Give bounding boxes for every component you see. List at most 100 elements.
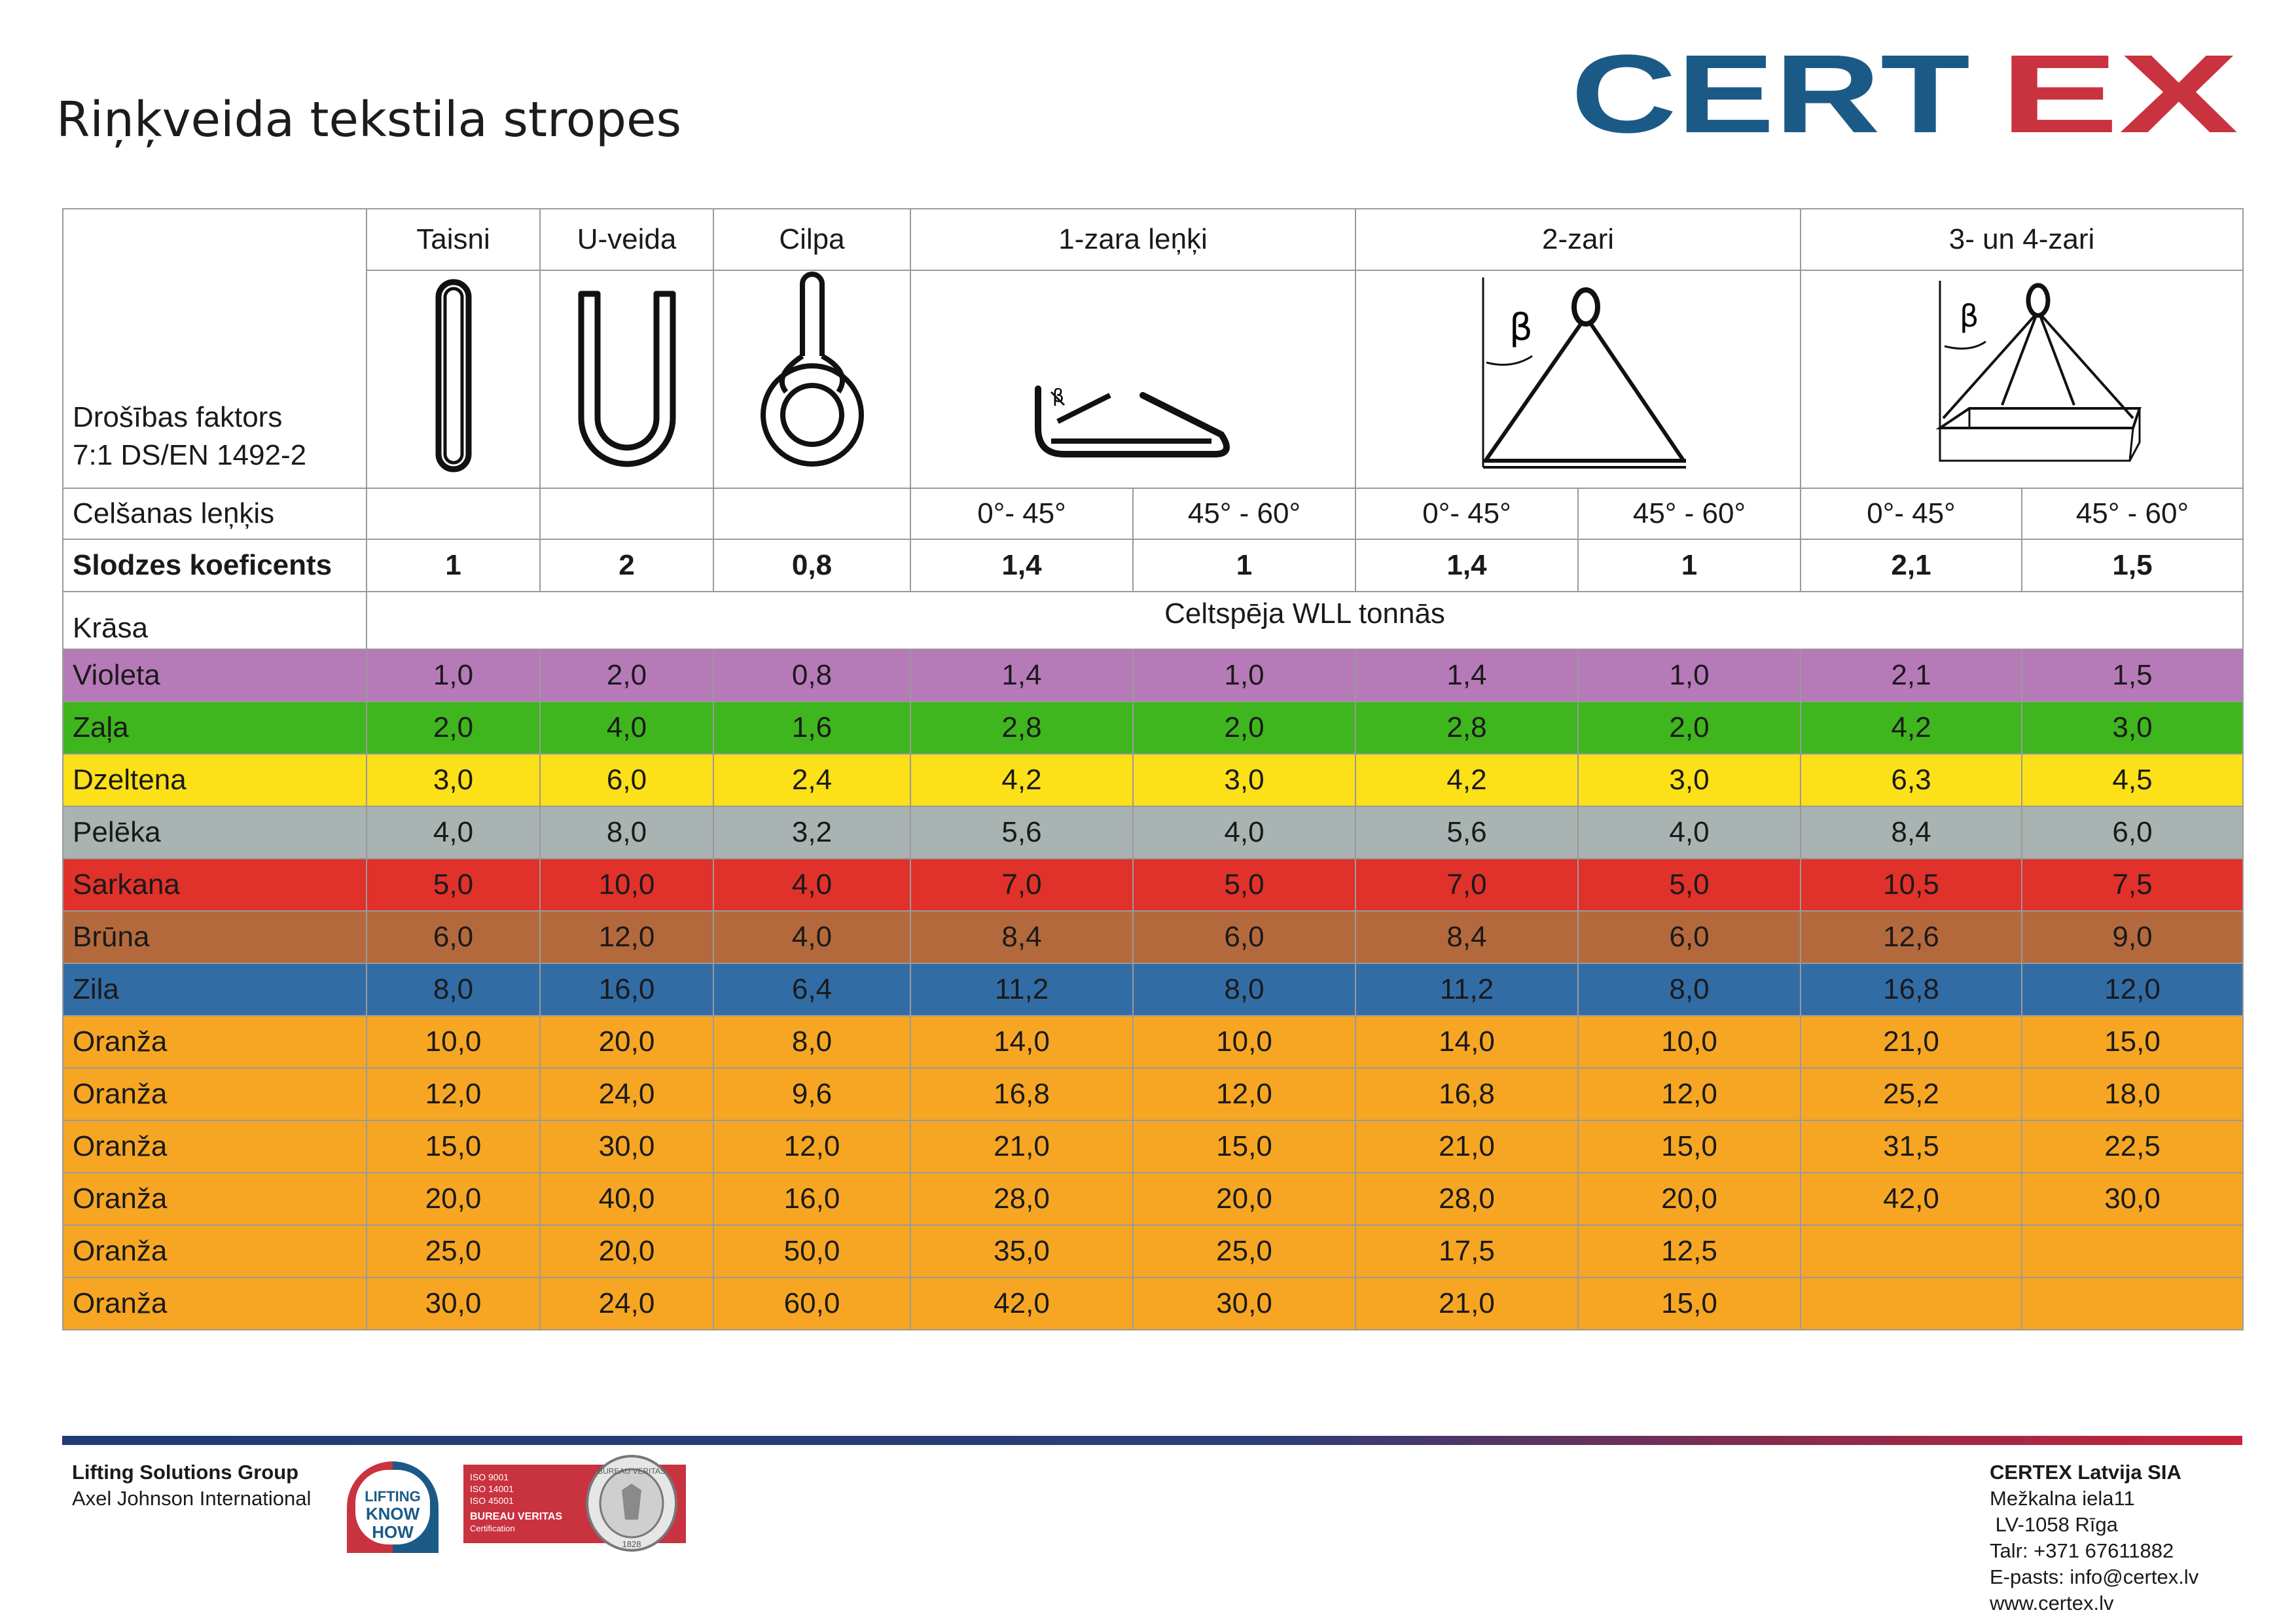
wll-cell: 4,2 bbox=[1355, 753, 1579, 807]
wll-cell: 35,0 bbox=[910, 1224, 1134, 1278]
wll-cell: 3,0 bbox=[2020, 701, 2244, 755]
wll-cell: 20,0 bbox=[539, 1224, 714, 1278]
lifting-know-how-badge: LIFTING KNOW HOW bbox=[347, 1461, 439, 1553]
wll-cell: 6,0 bbox=[1132, 910, 1356, 964]
wll-cell: 5,0 bbox=[1577, 858, 1801, 912]
table-row: Zila 8,0 16,0 6,4 11,2 8,0 11,2 8,0 16,8 12,0 bbox=[62, 963, 2244, 1016]
wll-cell: 6,0 bbox=[366, 910, 541, 964]
company-name: CERTEX Latvija SIA bbox=[1990, 1461, 2181, 1484]
wll-cell: 9,0 bbox=[2020, 910, 2244, 964]
logo-text-cert: CERT bbox=[1571, 52, 1970, 144]
wll-cell: 12,5 bbox=[1577, 1224, 1801, 1278]
wll-cell: 24,0 bbox=[539, 1277, 714, 1330]
header-2-leg: 2-zari bbox=[1355, 208, 1801, 271]
wll-cell: 12,0 bbox=[1132, 1067, 1356, 1121]
wll-cell: 11,2 bbox=[910, 963, 1134, 1016]
wll-cell: 28,0 bbox=[910, 1172, 1134, 1226]
wll-cell: 3,0 bbox=[1577, 753, 1801, 807]
wll-cell: 12,0 bbox=[1577, 1067, 1801, 1121]
wll-cell: 15,0 bbox=[1577, 1120, 1801, 1173]
wll-cell: 7,0 bbox=[1355, 858, 1579, 912]
wll-cell: 5,6 bbox=[1355, 806, 1579, 859]
wll-cell: 25,0 bbox=[1132, 1224, 1356, 1278]
table-row: Brūna 6,0 12,0 4,0 8,4 6,0 8,4 6,0 12,6 9,0 bbox=[62, 910, 2244, 964]
angle-cell: 45° - 60° bbox=[2020, 488, 2244, 540]
icon-straight bbox=[366, 270, 541, 489]
wll-cell: 5,0 bbox=[1132, 858, 1356, 912]
wll-cell: 12,0 bbox=[539, 910, 714, 964]
wll-cell: 2,1 bbox=[1800, 649, 2022, 702]
wll-cell: 9,6 bbox=[713, 1067, 911, 1121]
certex-logo: CERT EX bbox=[1571, 52, 2238, 144]
wll-cell: 4,0 bbox=[539, 701, 714, 755]
row-color-name: Pelēka bbox=[62, 806, 367, 859]
svg-text:BUREAU VERITAS: BUREAU VERITAS bbox=[470, 1511, 562, 1522]
row-color-name: Sarkana bbox=[62, 858, 367, 912]
wll-cell: 24,0 bbox=[539, 1067, 714, 1121]
svg-text:ISO 14001: ISO 14001 bbox=[470, 1484, 514, 1494]
wll-cell: 12,0 bbox=[713, 1120, 911, 1173]
wll-cell: 4,0 bbox=[1577, 806, 1801, 859]
row-color-name: Zaļa bbox=[62, 701, 367, 755]
wll-cell: 22,5 bbox=[2020, 1120, 2244, 1173]
svg-text:1828: 1828 bbox=[622, 1539, 641, 1549]
wll-cell: 1,0 bbox=[1132, 649, 1356, 702]
icon-3-4-leg: β bbox=[1799, 270, 2244, 489]
wll-cell: 6,3 bbox=[1800, 753, 2022, 807]
wll-cell: 2,4 bbox=[713, 753, 911, 807]
wll-cell: 3,0 bbox=[366, 753, 541, 807]
wll-cell: 21,0 bbox=[910, 1120, 1134, 1173]
wll-cell: 8,4 bbox=[910, 910, 1134, 964]
icon-u-shape bbox=[539, 270, 714, 489]
wll-cell: 2,0 bbox=[1132, 701, 1356, 755]
table-row: Oranža 12,0 24,0 9,6 16,8 12,0 16,8 12,0 25,2 18,… bbox=[62, 1067, 2244, 1121]
wll-cell: 1,0 bbox=[366, 649, 541, 702]
wll-cell: 8,0 bbox=[366, 963, 541, 1016]
row-color-name: Oranža bbox=[62, 1277, 367, 1330]
color-label: Krāsa bbox=[62, 591, 367, 650]
coef-cell: 1,5 bbox=[2020, 539, 2244, 592]
wll-cell: 0,8 bbox=[713, 649, 911, 702]
row-color-name: Brūna bbox=[62, 910, 367, 964]
wll-cell: 10,0 bbox=[1577, 1015, 1801, 1069]
wll-cell: 15,0 bbox=[1577, 1277, 1801, 1330]
coef-cell: 0,8 bbox=[713, 539, 911, 592]
wll-cell: 4,0 bbox=[1132, 806, 1356, 859]
wll-cell: 4,2 bbox=[1800, 701, 2022, 755]
wll-cell: 7,0 bbox=[910, 858, 1134, 912]
wll-cell: 2,8 bbox=[910, 701, 1134, 755]
wll-cell: 21,0 bbox=[1355, 1120, 1579, 1173]
row-color-name: Violeta bbox=[62, 649, 367, 702]
wll-cell: 30,0 bbox=[539, 1120, 714, 1173]
wll-cell: 16,8 bbox=[910, 1067, 1134, 1121]
beta-label-3: β bbox=[1960, 298, 1979, 334]
wll-cell: 16,8 bbox=[1800, 963, 2022, 1016]
row-color-name: Zila bbox=[62, 963, 367, 1016]
wll-cell: 12,0 bbox=[366, 1067, 541, 1121]
row-color-name: Dzeltena bbox=[62, 753, 367, 807]
company-phone: Talr: +371 67611882 bbox=[1990, 1539, 2174, 1562]
wll-cell: 10,0 bbox=[539, 858, 714, 912]
footer-group: Lifting Solutions Group bbox=[72, 1461, 299, 1484]
wll-cell: 6,0 bbox=[2020, 806, 2244, 859]
svg-text:HOW: HOW bbox=[372, 1522, 414, 1542]
load-table: Drošības faktors 7:1 DS/EN 1492-2 Taisni… bbox=[62, 208, 2244, 1330]
wll-cell: 25,2 bbox=[1800, 1067, 2022, 1121]
wll-cell: 20,0 bbox=[1577, 1172, 1801, 1226]
wll-cell: 28,0 bbox=[1355, 1172, 1579, 1226]
company-website[interactable]: www.certex.lv bbox=[1990, 1592, 2114, 1614]
wll-cell: 18,0 bbox=[2020, 1067, 2244, 1121]
wll-cell: 3,2 bbox=[713, 806, 911, 859]
wll-cell: 12,0 bbox=[2020, 963, 2244, 1016]
wll-cell: 8,0 bbox=[1132, 963, 1356, 1016]
wll-cell bbox=[2020, 1277, 2244, 1330]
wll-cell: 20,0 bbox=[1132, 1172, 1356, 1226]
wll-cell: 10,0 bbox=[1132, 1015, 1356, 1069]
wll-cell bbox=[1800, 1224, 2022, 1278]
wll-cell: 5,0 bbox=[366, 858, 541, 912]
wll-cell: 16,0 bbox=[539, 963, 714, 1016]
wll-cell: 50,0 bbox=[713, 1224, 911, 1278]
header-straight: Taisni bbox=[366, 208, 541, 271]
wll-cell: 8,0 bbox=[713, 1015, 911, 1069]
table-row: Pelēka 4,0 8,0 3,2 5,6 4,0 5,6 4,0 8,4 6,0 bbox=[62, 806, 2244, 859]
